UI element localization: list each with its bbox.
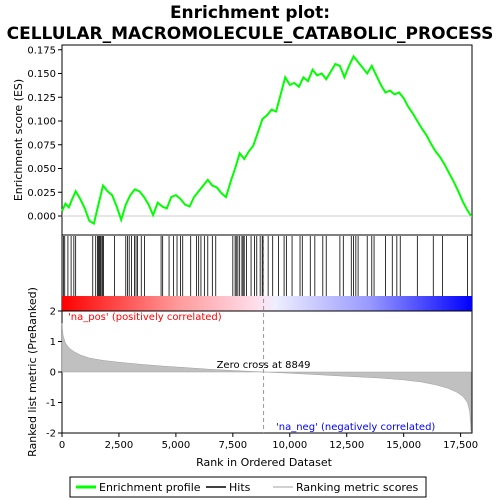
es-ytick-label: 0.125 xyxy=(27,93,56,104)
metric-ytick-label: 0 xyxy=(50,368,56,379)
es-ytick-label: 0.175 xyxy=(27,45,56,56)
zero-cross-label: Zero cross at 8849 xyxy=(217,360,311,371)
x-tick-label: 12,500 xyxy=(329,440,364,451)
es-ytick-label: 0.000 xyxy=(27,212,56,223)
es-ytick-label: 0.075 xyxy=(27,140,56,151)
es-y-axis: 0.000 0.025 0.050 0.075 0.100 0.125 0.150 0.175 xyxy=(27,45,62,223)
neg-correlated-label: 'na_neg' (negatively correlated) xyxy=(276,422,435,433)
legend-item-hits: Hits xyxy=(206,481,251,494)
es-ytick-label: 0.150 xyxy=(27,69,56,80)
metric-ylabel: Ranked list metric (PreRanked) xyxy=(26,287,39,457)
x-tick-label: 7,500 xyxy=(219,440,248,451)
hit-markers xyxy=(62,236,468,296)
pos-correlated-label: 'na_pos' (positively correlated) xyxy=(68,312,222,323)
metric-ytick-label: -2 xyxy=(46,429,56,440)
x-tick-label: 0 xyxy=(59,440,65,451)
es-ytick-label: 0.025 xyxy=(27,188,56,199)
es-ylabel: Enrichment score (ES) xyxy=(12,79,25,201)
es-ytick-label: 0.050 xyxy=(27,164,56,175)
legend-box xyxy=(69,476,427,498)
metric-ytick-label: 2 xyxy=(50,307,56,318)
chart-title-line2: CELLULAR_MACROMOLECULE_CATABOLIC_PROCESS xyxy=(7,24,494,44)
x-tick-label: 2,500 xyxy=(105,440,134,451)
chart-title-line1: Enrichment plot: xyxy=(170,3,330,23)
metric-ytick-label: 1 xyxy=(50,337,56,348)
es-ytick-label: 0.100 xyxy=(27,117,56,128)
es-panel-frame xyxy=(61,44,473,236)
x-axis: 0 2,500 5,000 7,500 10,000 12,500 15,000 17,500 xyxy=(59,433,478,451)
legend-label-enrichment: Enrichment profile xyxy=(99,481,201,494)
x-tick-label: 15,000 xyxy=(386,440,421,451)
legend-label-ranking: Ranking metric scores xyxy=(296,481,418,494)
rank-color-bar xyxy=(62,296,472,311)
legend-item-enrichment-profile: Enrichment profile xyxy=(76,481,201,494)
x-axis-label: Rank in Ordered Dataset xyxy=(196,456,333,469)
x-tick-label: 5,000 xyxy=(162,440,191,451)
ranking-metric-area xyxy=(61,323,472,432)
enrichment-profile-line xyxy=(61,54,472,226)
legend-label-hits: Hits xyxy=(229,481,251,494)
metric-y-axis: -2 -1 0 1 2 xyxy=(46,307,62,440)
x-tick-label: 17,500 xyxy=(443,440,478,451)
legend-item-ranking-metric: Ranking metric scores xyxy=(273,481,418,494)
metric-ytick-label: -1 xyxy=(46,398,56,409)
x-tick-label: 10,000 xyxy=(272,440,307,451)
